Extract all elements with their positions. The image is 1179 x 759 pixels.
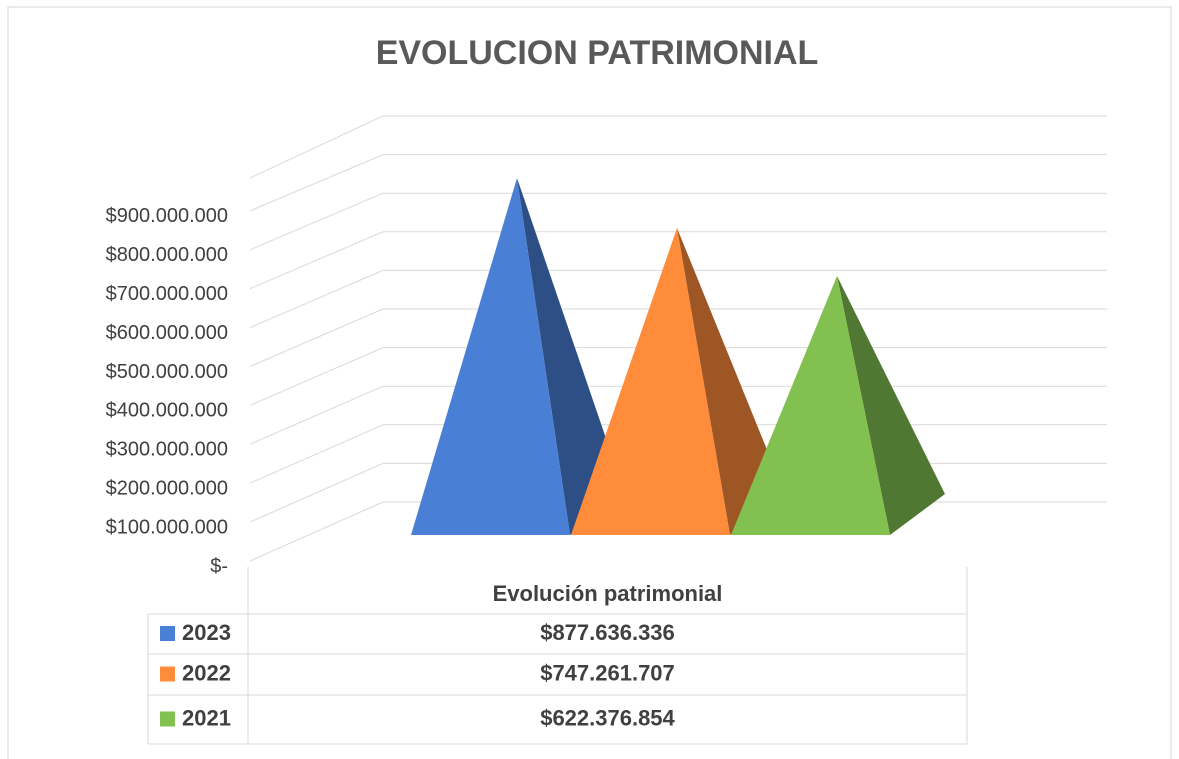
category-label: Evolución patrimonial [493, 581, 723, 606]
value-label: $877.636.336 [540, 620, 675, 645]
wall-edge [249, 115, 384, 179]
grid-line [249, 192, 384, 251]
y-tick-label: $100.000.000 [106, 516, 228, 538]
y-tick-label: $600.000.000 [106, 322, 228, 344]
legend-label: 2023 [182, 620, 231, 645]
legend-swatch [160, 626, 175, 641]
y-tick-label: $500.000.000 [106, 361, 228, 383]
grid-line [249, 308, 384, 367]
grid-line [249, 501, 384, 562]
pyramid-face [571, 228, 730, 535]
y-tick-label: $900.000.000 [106, 205, 228, 227]
grid-line [249, 424, 384, 484]
pyramid-side [517, 177, 625, 535]
y-tick-label: $700.000.000 [106, 283, 228, 305]
pyramid-side [677, 228, 785, 535]
y-tick-label: $400.000.000 [106, 400, 228, 422]
chart-title: EVOLUCION PATRIMONIAL [376, 34, 819, 72]
y-tick-label: $300.000.000 [106, 439, 228, 461]
y-tick-label: $- [210, 555, 228, 577]
value-label: $747.261.707 [540, 660, 675, 685]
grid-line [249, 269, 384, 329]
legend-label: 2021 [182, 705, 231, 730]
pyramid-face [411, 177, 570, 535]
grid-line [249, 347, 384, 406]
legend-swatch [160, 666, 175, 682]
chart-frame [7, 6, 1172, 759]
legend-label: 2022 [182, 660, 231, 685]
legend-swatch [160, 711, 175, 727]
pyramid-side [837, 276, 945, 535]
pyramid-face [731, 276, 890, 535]
y-tick-label: $800.000.000 [106, 244, 228, 266]
grid-line [249, 231, 384, 290]
y-tick-label: $200.000.000 [106, 477, 228, 499]
value-label: $622.376.854 [540, 705, 675, 730]
grid-line [249, 385, 384, 445]
grid-line [249, 462, 384, 523]
grid-line [249, 154, 384, 212]
